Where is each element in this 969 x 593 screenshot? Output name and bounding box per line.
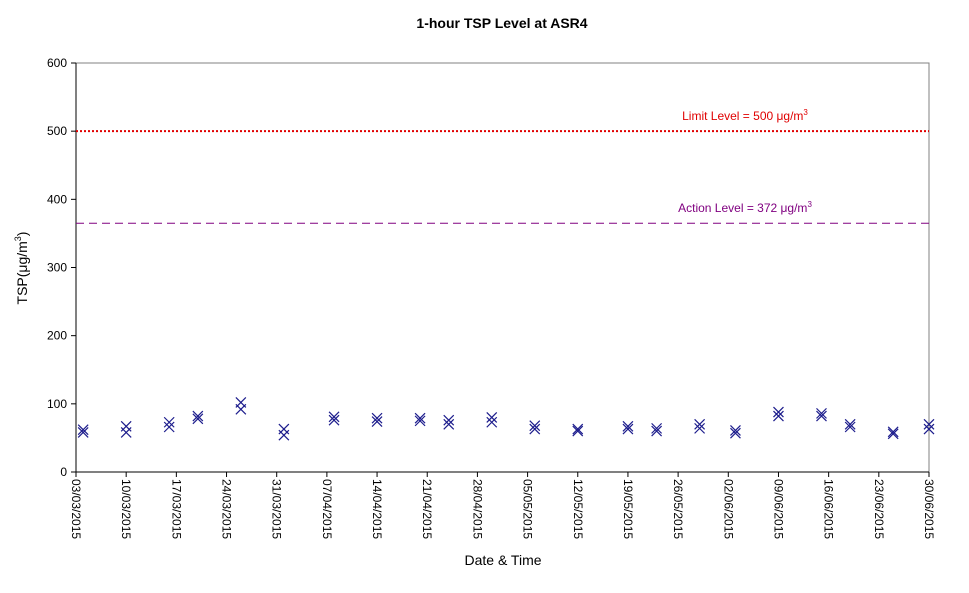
reference-line-label: Limit Level = 500 μg/m3 — [682, 108, 808, 123]
data-point — [572, 423, 584, 435]
data-point — [486, 412, 498, 423]
data-point — [923, 423, 935, 435]
reference-line-label-sup: 3 — [803, 108, 808, 117]
data-point — [77, 424, 89, 436]
x-tick-label: 19/05/2015 — [621, 479, 635, 539]
x-tick-label: 14/04/2015 — [370, 479, 384, 539]
x-tick-label: 10/03/2015 — [119, 479, 133, 539]
y-axis-title-unit: μg/m — [14, 241, 30, 272]
x-axis-title: Date & Time — [464, 552, 541, 568]
chart-title: 1-hour TSP Level at ASR4 — [416, 15, 587, 31]
y-axis-title-sup: 3 — [13, 236, 23, 241]
data-point — [730, 427, 741, 439]
data-point — [773, 410, 784, 422]
x-tick-label: 03/03/2015 — [69, 479, 83, 539]
data-points — [77, 397, 935, 441]
x-tick-label: 21/04/2015 — [420, 479, 434, 539]
data-point — [443, 414, 455, 426]
data-point — [730, 424, 741, 436]
data-point — [328, 411, 340, 423]
y-tick-label: 400 — [47, 192, 67, 206]
data-point — [622, 423, 634, 435]
y-axis: 0 100 200 300 400 500 600 — [47, 56, 77, 479]
y-tick-label: 200 — [47, 329, 67, 343]
data-point — [572, 425, 584, 437]
y-tick-label: 600 — [47, 56, 67, 70]
data-point — [414, 415, 426, 427]
x-tick-label: 17/03/2015 — [169, 479, 183, 539]
data-point — [278, 423, 290, 435]
x-tick-label: 31/03/2015 — [270, 479, 284, 539]
y-tick-label: 0 — [60, 465, 67, 479]
data-point — [163, 421, 175, 433]
data-point — [923, 418, 935, 430]
x-tick-label: 23/06/2015 — [872, 479, 886, 539]
x-tick-label: 02/06/2015 — [721, 479, 735, 539]
data-point — [844, 418, 856, 430]
reference-line-label: Action Level = 372 μg/m3 — [678, 200, 812, 215]
x-tick-label: 24/03/2015 — [220, 479, 234, 539]
reference-line-label-text: Action Level = 372 μg/m — [678, 201, 807, 215]
data-point — [529, 423, 541, 435]
data-point — [651, 422, 663, 434]
data-point — [278, 429, 290, 441]
x-tick-label: 30/06/2015 — [922, 479, 936, 539]
data-point — [844, 421, 856, 433]
data-point — [694, 422, 706, 434]
x-axis: 03/03/2015 10/03/2015 17/03/2015 24/03/2015… — [69, 471, 936, 539]
data-point — [486, 416, 498, 428]
x-tick-label: 05/05/2015 — [521, 479, 535, 539]
data-point — [120, 420, 132, 432]
data-point — [694, 418, 706, 430]
data-point — [622, 420, 634, 432]
reference-line-label-text: Limit Level = 500 μg/m — [682, 109, 803, 123]
x-tick-label: 28/04/2015 — [470, 479, 484, 539]
data-point — [773, 406, 784, 418]
data-point — [651, 425, 663, 437]
data-point — [120, 427, 132, 438]
data-point — [887, 426, 899, 438]
data-point — [163, 416, 175, 428]
data-point — [328, 414, 340, 426]
data-point — [443, 418, 455, 430]
data-point — [371, 416, 383, 427]
data-point — [887, 428, 899, 440]
y-tick-label: 300 — [47, 261, 67, 275]
x-tick-label: 16/06/2015 — [822, 479, 836, 539]
y-tick-label: 100 — [47, 397, 67, 411]
x-tick-label: 12/05/2015 — [571, 479, 585, 539]
y-axis-title: TSP(μg/m3) — [13, 232, 30, 305]
data-point — [77, 427, 89, 438]
plot-area — [75, 62, 930, 473]
reference-line-label-sup: 3 — [807, 200, 812, 209]
data-point — [371, 412, 383, 424]
x-tick-label: 07/04/2015 — [320, 479, 334, 539]
data-point — [192, 410, 204, 422]
x-tick-label: 09/06/2015 — [771, 479, 785, 539]
data-point — [192, 413, 204, 425]
data-point — [529, 420, 541, 432]
data-point — [414, 412, 426, 424]
y-axis-title-suffix: ) — [14, 232, 30, 237]
y-axis-title-prefix: TSP( — [14, 272, 30, 304]
data-point — [816, 410, 827, 422]
data-point — [816, 407, 827, 419]
y-tick-label: 500 — [47, 124, 67, 138]
x-tick-label: 26/05/2015 — [671, 479, 685, 539]
data-point — [235, 397, 247, 408]
